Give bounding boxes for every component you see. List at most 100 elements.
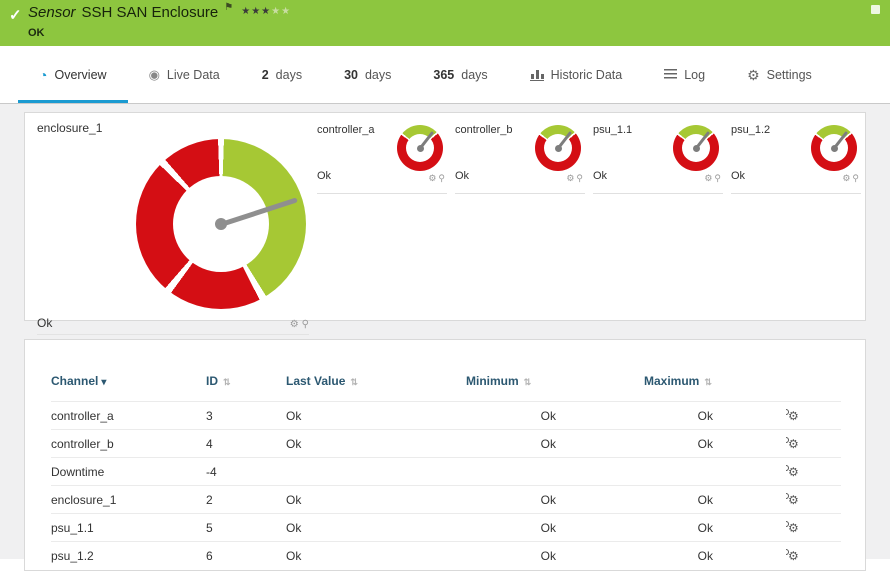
gauge-gear-icon[interactable]: ⚙ xyxy=(428,173,437,183)
sort-icon: ▾ xyxy=(101,377,107,388)
gauge-dial xyxy=(811,125,857,171)
tab-historic-data[interactable]: Historic Data xyxy=(509,46,644,103)
tab-label: Log xyxy=(684,67,706,82)
tab-settings[interactable]: ⚙ Settings xyxy=(726,46,833,103)
live-data-icon: ◉ xyxy=(148,67,160,82)
column-header-last-value[interactable]: Last Value ⇅ xyxy=(286,374,466,402)
gauge-pin-icon[interactable]: ⚲ xyxy=(576,173,583,183)
tab-2-days[interactable]: 2 days xyxy=(241,46,323,103)
sort-icon: ⇅ xyxy=(523,377,532,387)
gauge-hub xyxy=(416,144,424,152)
small-gauges: controller_a Ok ⚙ ⚲ controller_b Ok ⚙ ⚲ … xyxy=(317,121,869,194)
tab-log[interactable]: Log xyxy=(643,46,726,103)
tab-30-days[interactable]: 30 days xyxy=(323,46,412,103)
cell-last: Ok xyxy=(286,429,466,458)
cell-min: Ok xyxy=(466,541,644,569)
column-label: ID xyxy=(206,374,218,388)
gauge-gear-icon[interactable]: ⚙ xyxy=(566,173,575,183)
column-header-maximum[interactable]: Maximum ⇅ xyxy=(644,374,786,402)
column-header-actions xyxy=(786,374,841,402)
sensor-header: ✓ Sensor SSH SAN Enclosure ⚑ ★★★★★ OK xyxy=(0,0,890,46)
cell-last xyxy=(286,457,466,486)
column-header-minimum[interactable]: Minimum ⇅ xyxy=(466,374,644,402)
gauge-dial xyxy=(673,125,719,171)
channel-settings-icon[interactable]: ⚙ xyxy=(786,408,799,423)
gauge-gear-icon[interactable]: ⚙ xyxy=(704,173,713,183)
star-filled-icon: ★ xyxy=(261,6,272,17)
cell-actions: ⚙ xyxy=(786,513,841,542)
table-row: controller_a 3 Ok Ok Ok ⚙ xyxy=(51,401,841,430)
tab-number: 365 xyxy=(433,67,455,82)
channel-settings-icon[interactable]: ⚙ xyxy=(786,436,799,451)
cell-actions: ⚙ xyxy=(786,429,841,458)
cell-channel: Downtime xyxy=(51,457,206,486)
cell-id: 2 xyxy=(206,485,286,514)
tab-365-days[interactable]: 365 days xyxy=(412,46,508,103)
star-filled-icon: ★ xyxy=(241,6,252,17)
main-content: enclosure_1 Ok ⚙ ⚲ controller_a Ok ⚙ xyxy=(0,104,890,571)
channel-settings-icon[interactable]: ⚙ xyxy=(786,492,799,507)
cell-last: Ok xyxy=(286,485,466,514)
cell-channel: psu_1.1 xyxy=(51,513,206,542)
gauge-status: Ok xyxy=(317,170,332,182)
cell-channel: enclosure_1 xyxy=(51,485,206,514)
gauge-hub xyxy=(554,144,562,152)
table-header-row: Channel ▾ ID ⇅ Last Value ⇅ Minimum ⇅ Maximu… xyxy=(51,374,841,402)
gauge-pin-icon[interactable]: ⚲ xyxy=(301,319,309,330)
sort-icon: ⇅ xyxy=(704,377,712,387)
gauge-dial xyxy=(136,139,306,309)
gauge-psu_1.2: psu_1.2 Ok ⚙ ⚲ xyxy=(731,121,861,194)
tab-number: 2 xyxy=(261,67,269,82)
column-header-channel[interactable]: Channel ▾ xyxy=(51,374,206,402)
historic-data-icon xyxy=(529,68,544,81)
channel-settings-icon[interactable]: ⚙ xyxy=(786,548,799,563)
flag-icon[interactable]: ⚑ xyxy=(224,2,234,13)
gauge-pin-icon[interactable]: ⚲ xyxy=(438,173,445,183)
settings-gear-icon: ⚙ xyxy=(747,66,760,83)
gauge-hub xyxy=(215,218,227,230)
cell-last: Ok xyxy=(286,541,466,569)
tab-overview[interactable]: ◔ Overview xyxy=(18,46,128,103)
priority-stars[interactable]: ★★★★★ xyxy=(241,1,291,18)
cell-min: Ok xyxy=(466,485,644,514)
cell-last: Ok xyxy=(286,401,466,430)
status-check-icon: ✓ xyxy=(9,7,22,24)
table-row: controller_b 4 Ok Ok Ok ⚙ xyxy=(51,429,841,458)
cell-id: -4 xyxy=(206,457,286,486)
tab-bar: ◔ Overview ◉ Live Data 2 days 30 days 36… xyxy=(0,46,890,104)
table-row: psu_1.2 6 Ok Ok Ok ⚙ xyxy=(51,541,841,569)
channels-panel: Channel ▾ ID ⇅ Last Value ⇅ Minimum ⇅ Maximu… xyxy=(24,339,866,571)
column-label: Channel xyxy=(51,374,99,388)
gauge-gear-icon[interactable]: ⚙ xyxy=(842,173,851,183)
gauge-pin-icon[interactable]: ⚲ xyxy=(714,173,721,183)
gauge-label: psu_1.2 xyxy=(731,124,771,136)
cell-channel: controller_a xyxy=(51,401,206,430)
gauge-dial xyxy=(397,125,443,171)
sensor-status: OK xyxy=(28,27,45,39)
tab-live-data[interactable]: ◉ Live Data xyxy=(128,46,241,103)
cell-min: Ok xyxy=(466,401,644,430)
header-corner-icon[interactable] xyxy=(871,5,880,14)
column-header-id[interactable]: ID ⇅ xyxy=(206,374,286,402)
gauge-label: controller_b xyxy=(455,124,513,136)
cell-channel: controller_b xyxy=(51,429,206,458)
table-row: Downtime -4 ⚙ xyxy=(51,457,841,486)
channels-table: Channel ▾ ID ⇅ Last Value ⇅ Minimum ⇅ Maximu… xyxy=(51,374,841,569)
cell-actions: ⚙ xyxy=(786,541,841,569)
cell-max: Ok xyxy=(644,541,786,569)
gauge-psu_1.1: psu_1.1 Ok ⚙ ⚲ xyxy=(593,121,723,194)
gauge-label: psu_1.1 xyxy=(593,124,633,136)
channel-settings-icon[interactable]: ⚙ xyxy=(786,464,799,479)
cell-id: 3 xyxy=(206,401,286,430)
channel-settings-icon[interactable]: ⚙ xyxy=(786,520,799,535)
channel-table-body: controller_a 3 Ok Ok Ok ⚙ controller_b 4 Ok Ok Ok ⚙… xyxy=(51,401,841,569)
column-label: Last Value xyxy=(286,374,346,388)
title-line: Sensor SSH SAN Enclosure ⚑ ★★★★★ xyxy=(28,1,291,21)
page-title: SSH SAN Enclosure xyxy=(81,4,219,21)
column-label: Minimum xyxy=(466,374,519,388)
cell-min xyxy=(466,457,644,486)
tab-label: days xyxy=(275,67,303,82)
gauge-pin-icon[interactable]: ⚲ xyxy=(852,173,859,183)
gauge-gear-icon[interactable]: ⚙ xyxy=(289,319,299,330)
gauge-status: Ok xyxy=(455,170,470,182)
